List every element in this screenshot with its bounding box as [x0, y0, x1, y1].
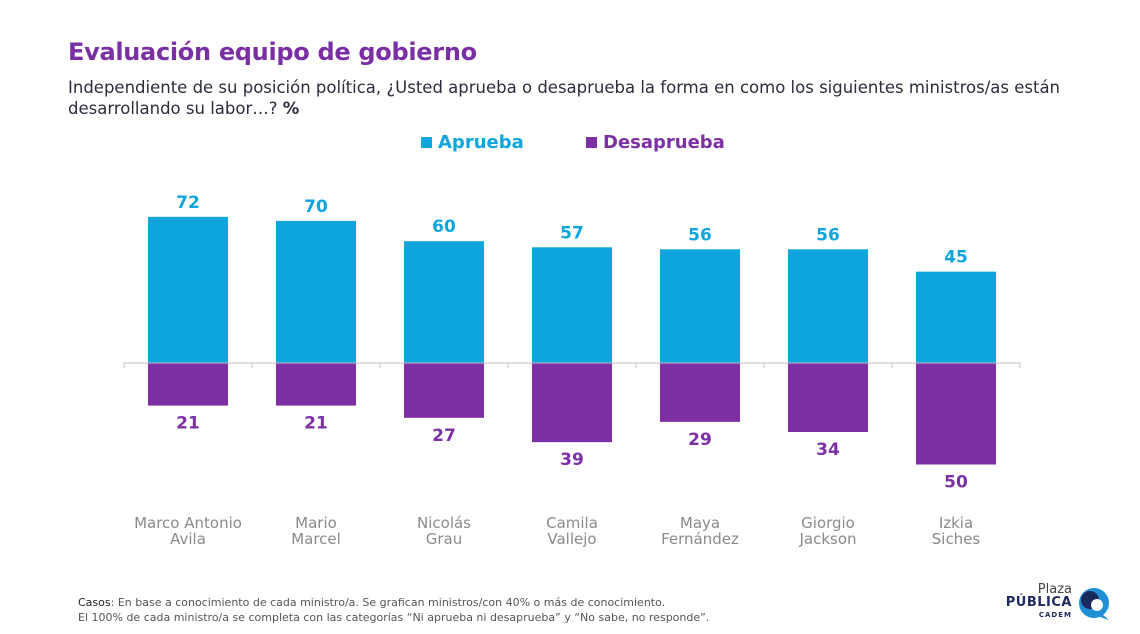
- bar-aprueba-mario-marcel: [276, 220, 356, 363]
- bar-desaprueba-izkia-siches: [916, 363, 996, 465]
- label-aprueba-izkia-siches: 45: [944, 248, 968, 268]
- chart-subtitle: Independiente de su posición política, ¿…: [68, 77, 1068, 119]
- category-label-giorgio-jackson-1: Giorgio: [801, 514, 855, 532]
- label-desaprueba-maya-fernandez: 29: [688, 430, 712, 450]
- plaza-publica-logo: Plaza PÚBLICA CADEM: [1006, 582, 1116, 622]
- legend-item-aprueba: Aprueba: [421, 132, 524, 153]
- footnote-line-1: Casos: En base a conocimiento de cada mi…: [78, 596, 838, 611]
- label-desaprueba-marco-antonio-avila: 21: [176, 414, 200, 434]
- bar-aprueba-nicolas-grau: [404, 241, 484, 363]
- footnote: Casos: En base a conocimiento de cada mi…: [78, 596, 838, 625]
- bar-desaprueba-maya-fernandez: [660, 363, 740, 422]
- bar-desaprueba-nicolas-grau: [404, 363, 484, 418]
- label-aprueba-camila-vallejo: 57: [560, 223, 584, 243]
- unit-label: %: [282, 99, 300, 118]
- bar-desaprueba-camila-vallejo: [532, 363, 612, 443]
- category-label-camila-vallejo-1: Camila: [546, 514, 598, 532]
- category-label-marco-antonio-avila-2: Avila: [170, 530, 206, 548]
- speech-bubble-icon: [1079, 588, 1109, 620]
- category-label-izkia-siches-1: Izkia: [939, 514, 973, 532]
- logo-text-main: PÚBLICA: [1005, 595, 1072, 610]
- category-label-marco-antonio-avila-1: Marco Antonio: [134, 514, 242, 532]
- logo-text-sub: CADEM: [1038, 611, 1072, 619]
- question-text: Independiente de su posición política, ¿…: [68, 78, 1061, 118]
- category-label-camila-vallejo-2: Vallejo: [547, 530, 596, 548]
- footnote-text-1: : En base a conocimiento de cada ministr…: [110, 596, 666, 609]
- bar-aprueba-giorgio-jackson: [788, 249, 868, 363]
- legend-label-aprueba: Aprueba: [438, 132, 524, 153]
- chart-title: Evaluación equipo de gobierno: [68, 38, 477, 66]
- label-desaprueba-nicolas-grau: 27: [432, 426, 456, 446]
- bar-desaprueba-giorgio-jackson: [788, 363, 868, 433]
- label-aprueba-giorgio-jackson: 56: [816, 225, 840, 245]
- legend-label-desaprueba: Desaprueba: [603, 132, 725, 153]
- bar-aprueba-camila-vallejo: [532, 247, 612, 363]
- bar-desaprueba-mario-marcel: [276, 363, 356, 406]
- label-desaprueba-mario-marcel: 21: [304, 414, 328, 434]
- category-label-maya-fernandez-1: Maya: [680, 514, 720, 532]
- category-label-izkia-siches-2: Siches: [932, 530, 981, 548]
- label-aprueba-maya-fernandez: 56: [688, 225, 712, 245]
- category-label-nicolas-grau-2: Grau: [426, 530, 463, 548]
- legend-swatch-desaprueba: [586, 137, 597, 148]
- label-aprueba-nicolas-grau: 60: [432, 217, 456, 237]
- label-desaprueba-camila-vallejo: 39: [560, 450, 584, 470]
- label-aprueba-mario-marcel: 70: [304, 197, 328, 217]
- category-label-maya-fernandez-2: Fernández: [661, 530, 739, 548]
- bar-aprueba-maya-fernandez: [660, 249, 740, 363]
- category-label-mario-marcel-2: Marcel: [291, 530, 341, 548]
- footnote-label: Casos: [78, 596, 111, 609]
- category-label-nicolas-grau-1: Nicolás: [417, 514, 471, 532]
- bar-aprueba-marco-antonio-avila: [148, 216, 228, 363]
- label-desaprueba-giorgio-jackson: 34: [816, 440, 840, 460]
- footnote-line-2: El 100% de cada ministro/a se completa c…: [78, 610, 710, 624]
- logo-text-top: Plaza: [1037, 582, 1072, 597]
- chart-legend: Aprueba Desaprueba: [0, 132, 1140, 158]
- category-label-giorgio-jackson-2: Jackson: [798, 530, 856, 548]
- label-desaprueba-izkia-siches: 50: [944, 473, 968, 493]
- label-aprueba-marco-antonio-avila: 72: [176, 193, 200, 213]
- bar-desaprueba-marco-antonio-avila: [148, 363, 228, 406]
- legend-swatch-aprueba: [421, 137, 432, 148]
- category-label-mario-marcel-1: Mario: [295, 514, 337, 532]
- legend-item-desaprueba: Desaprueba: [586, 132, 725, 153]
- bar-aprueba-izkia-siches: [916, 271, 996, 363]
